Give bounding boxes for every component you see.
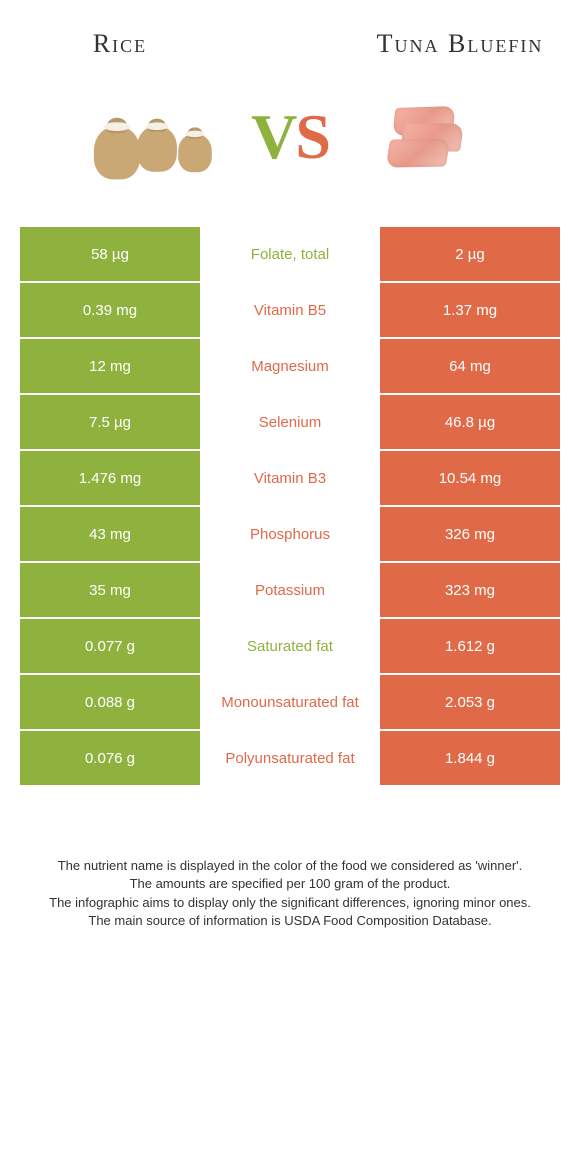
table-row: 0.077 gSaturated fat1.612 g [20,619,560,675]
cell-right-value: 2.053 g [380,675,560,731]
footer-line: The infographic aims to display only the… [40,894,540,912]
cell-left-value: 58 µg [20,227,200,283]
cell-right-value: 1.844 g [380,731,560,787]
table-row: 43 mgPhosphorus326 mg [20,507,560,563]
table-row: 0.088 gMonounsaturated fat2.053 g [20,675,560,731]
table-row: 58 µgFolate, total2 µg [20,227,560,283]
cell-nutrient-label: Folate, total [200,227,380,283]
table-row: 0.076 gPolyunsaturated fat1.844 g [20,731,560,787]
footer-notes: The nutrient name is displayed in the co… [20,857,560,930]
cell-right-value: 323 mg [380,563,560,619]
cell-nutrient-label: Vitamin B3 [200,451,380,507]
table-row: 35 mgPotassium323 mg [20,563,560,619]
cell-nutrient-label: Phosphorus [200,507,380,563]
cell-nutrient-label: Potassium [200,563,380,619]
cell-nutrient-label: Monounsaturated fat [200,675,380,731]
vs-row: VS [20,87,560,187]
vs-label: VS [251,100,329,174]
table-row: 1.476 mgVitamin B310.54 mg [20,451,560,507]
cell-left-value: 0.39 mg [20,283,200,339]
cell-left-value: 0.076 g [20,731,200,787]
cell-right-value: 46.8 µg [380,395,560,451]
cell-nutrient-label: Magnesium [200,339,380,395]
comparison-table: 58 µgFolate, total2 µg0.39 mgVitamin B51… [20,227,560,787]
cell-right-value: 1.37 mg [380,283,560,339]
cell-right-value: 2 µg [380,227,560,283]
cell-right-value: 326 mg [380,507,560,563]
cell-left-value: 43 mg [20,507,200,563]
rice-image [81,87,231,187]
tuna-image [349,87,499,187]
cell-right-value: 10.54 mg [380,451,560,507]
cell-nutrient-label: Polyunsaturated fat [200,731,380,787]
cell-left-value: 1.476 mg [20,451,200,507]
cell-nutrient-label: Selenium [200,395,380,451]
cell-left-value: 12 mg [20,339,200,395]
footer-line: The amounts are specified per 100 gram o… [40,875,540,893]
cell-left-value: 0.077 g [20,619,200,675]
cell-left-value: 0.088 g [20,675,200,731]
footer-line: The nutrient name is displayed in the co… [40,857,540,875]
table-row: 7.5 µgSelenium46.8 µg [20,395,560,451]
cell-left-value: 35 mg [20,563,200,619]
title-right: Tuna Bluefin [360,30,560,57]
table-row: 12 mgMagnesium64 mg [20,339,560,395]
cell-right-value: 1.612 g [380,619,560,675]
cell-nutrient-label: Saturated fat [200,619,380,675]
cell-right-value: 64 mg [380,339,560,395]
infographic-container: Rice Tuna Bluefin VS [0,0,580,950]
vs-s: S [295,101,329,172]
vs-v: V [251,101,295,172]
title-left: Rice [20,30,220,57]
cell-nutrient-label: Vitamin B5 [200,283,380,339]
footer-line: The main source of information is USDA F… [40,912,540,930]
table-row: 0.39 mgVitamin B51.37 mg [20,283,560,339]
cell-left-value: 7.5 µg [20,395,200,451]
header-row: Rice Tuna Bluefin [20,30,560,57]
